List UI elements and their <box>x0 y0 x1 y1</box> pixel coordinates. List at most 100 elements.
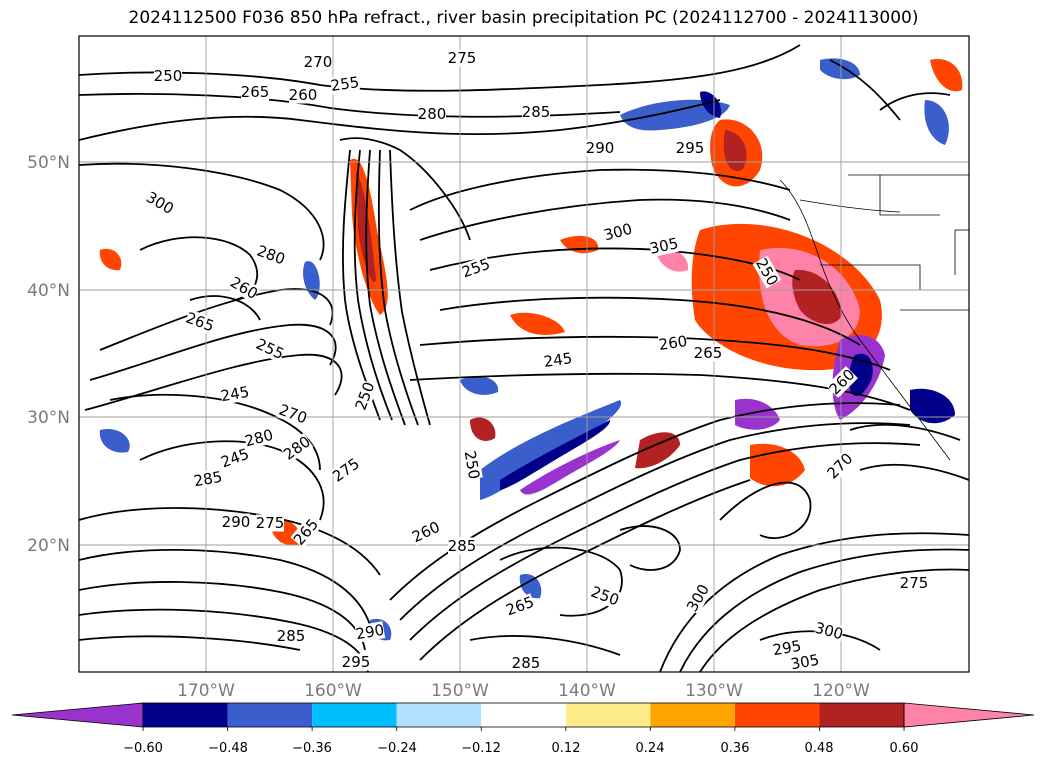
contour-label: 285 <box>512 654 541 672</box>
cbar-label-0-24: 0.24 <box>636 741 665 756</box>
contour-label-bg <box>354 621 386 643</box>
contour-label-bg <box>409 518 443 546</box>
contour-label: 260 <box>658 332 689 354</box>
lon-label-150w: 150°W <box>431 681 489 701</box>
contour-label: 245 <box>543 349 574 371</box>
contour-label-bg <box>522 103 550 121</box>
contour-label-bg <box>183 309 217 335</box>
colorbar-cell <box>481 703 566 727</box>
contour-label-bg <box>683 581 713 615</box>
colorbar-cell <box>396 703 482 727</box>
contour-label-bg <box>824 450 856 482</box>
colorbar-tick-labels: −0.60 −0.48 −0.36 −0.24 −0.12 0.12 0.24 … <box>123 741 918 756</box>
contour-label-bg <box>253 335 287 363</box>
contour-label-bg <box>154 67 182 85</box>
colorbar-extend-low <box>11 702 144 728</box>
contour-label-bg <box>602 220 634 244</box>
map-frame <box>78 35 970 673</box>
contour-label: 295 <box>771 637 802 660</box>
contour-label-bg <box>329 73 361 95</box>
lon-label-130w: 130°W <box>685 681 743 701</box>
contour-label-bg <box>826 366 858 398</box>
colorbar-ticks <box>142 727 905 731</box>
contour-label-bg <box>789 651 821 673</box>
contour-label-bg <box>290 515 322 549</box>
contour-label: 285 <box>522 103 551 121</box>
contour-label-bg <box>512 654 540 672</box>
contour-label-bg <box>218 445 252 471</box>
contour-label-bg <box>503 593 537 619</box>
cbar-label-0-60: 0.60 <box>890 741 919 756</box>
contour-label-bg <box>342 653 370 671</box>
contour-label: 290 <box>586 139 615 157</box>
contour-label-bg <box>542 349 574 371</box>
contour-label: 275 <box>900 574 929 592</box>
contour-label-bg <box>241 83 269 101</box>
latitude-labels: 50°N 40°N 30°N 20°N <box>27 153 70 556</box>
contour-label-bg <box>277 627 305 645</box>
contour-label-bg <box>586 139 614 157</box>
contour-label-bg <box>771 637 803 659</box>
coastlines-borders <box>779 174 969 461</box>
contour-label-bg <box>304 53 332 71</box>
colorbar-cell <box>143 703 228 727</box>
contour-label: 260 <box>289 86 318 104</box>
colorbar-outline <box>142 702 905 728</box>
contour-label-bg <box>459 255 493 281</box>
contour-label-bg <box>289 86 317 104</box>
cbar-label-0-12: 0.12 <box>552 741 581 756</box>
contour-label-bg <box>813 619 845 643</box>
contour-label: 290 <box>222 513 251 531</box>
colorbar-extend-high <box>903 702 1035 728</box>
cbar-label-neg-0-12: −0.12 <box>461 741 501 756</box>
contour-label-bg <box>900 574 928 592</box>
cbar-label-0-36: 0.36 <box>721 741 750 756</box>
contour-label-bg <box>222 513 250 531</box>
contour-label: 270 <box>304 53 333 71</box>
contour-label-bg <box>461 449 483 481</box>
lon-label-160w: 160°W <box>304 681 362 701</box>
contour-label-bg <box>227 273 261 303</box>
contour-label: 255 <box>330 73 361 95</box>
colorbar-cell <box>312 703 397 727</box>
contour-label-bg <box>254 242 288 268</box>
contour-label-bg <box>648 234 680 258</box>
colorbar-cell <box>734 703 820 727</box>
contour-label-bg <box>676 139 704 157</box>
contour-label-bg <box>256 514 284 532</box>
lon-label-120w: 120°W <box>812 681 870 701</box>
contour-label-bg <box>192 468 224 490</box>
cbar-label-neg-0-24: −0.24 <box>377 741 417 756</box>
contour-label-bg <box>752 255 782 289</box>
contour-label-bg <box>694 344 722 362</box>
contour-label: 295 <box>676 139 705 157</box>
contour-label: 305 <box>789 651 820 674</box>
contour-label-bg <box>588 583 622 609</box>
map-title: 2024112500 F036 850 hPa refract., river … <box>128 8 919 28</box>
contour-label: 280 <box>418 105 447 123</box>
colorbar-cell <box>565 703 651 727</box>
contour-label: 275 <box>448 49 477 67</box>
contour-label-bg <box>243 426 275 450</box>
colorbar-cell <box>227 703 313 727</box>
contour-label-bg <box>352 379 378 413</box>
colorbar-cells <box>11 702 1035 728</box>
colorbar: −0.60 −0.48 −0.36 −0.24 −0.12 0.12 0.24 … <box>11 702 1035 756</box>
contour-label: 265 <box>241 83 270 101</box>
contour-label-bg <box>657 332 689 354</box>
lon-label-140w: 140°W <box>558 681 616 701</box>
lat-label-30n: 30°N <box>27 408 70 428</box>
cbar-label-neg-0-48: −0.48 <box>208 741 248 756</box>
contour-label-bg <box>143 188 177 218</box>
cbar-label-neg-0-36: −0.36 <box>292 741 332 756</box>
contour-label-bg <box>276 401 310 427</box>
cbar-label-0-48: 0.48 <box>805 741 834 756</box>
contour-label: 265 <box>694 344 723 362</box>
contour-label: 245 <box>219 383 250 406</box>
colorbar-cell <box>819 703 905 727</box>
contour-label: 285 <box>192 468 223 491</box>
contour-label-bg <box>280 433 314 463</box>
lon-label-170w: 170°W <box>177 681 235 701</box>
